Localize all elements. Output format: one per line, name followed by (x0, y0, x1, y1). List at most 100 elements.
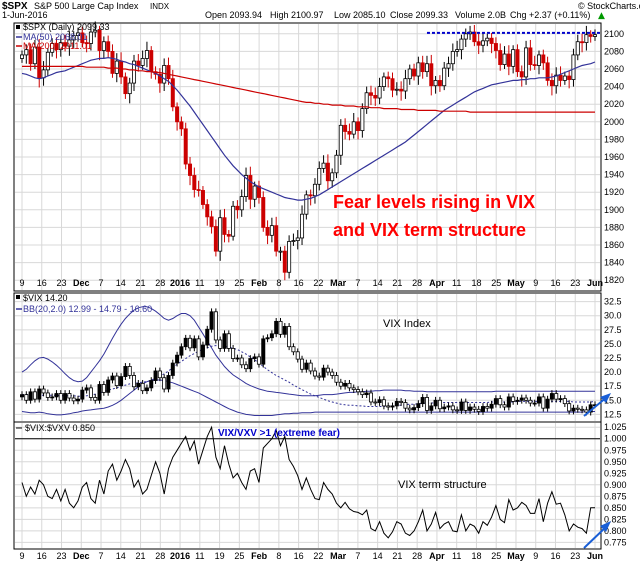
vix-candle (244, 364, 249, 370)
price-candle (127, 82, 132, 95)
price-candle (278, 250, 283, 253)
price-x-tick-label: 16 (550, 278, 560, 288)
vix-candle (123, 366, 128, 378)
price-candle (106, 41, 111, 52)
price-candle (41, 69, 46, 79)
vix-candle (37, 388, 42, 400)
annotation-vix-index: VIX Index (383, 318, 431, 330)
vix-candle (32, 391, 37, 400)
price-candle (403, 78, 408, 92)
price-candle (261, 197, 266, 228)
price-y-tick-label: 1840 (604, 258, 624, 268)
price-candle (37, 46, 42, 79)
price-y-tick-label: 1920 (604, 187, 624, 197)
price-candle (248, 175, 253, 200)
vix-y-tick-label: 12.5 (604, 409, 622, 419)
vix-y-tick-label: 32.5 (604, 297, 622, 307)
vix-candle (304, 362, 309, 370)
vix-candle (149, 380, 154, 389)
ratio-x-tick-label: 25 (234, 551, 244, 561)
price-y-tick-label: 1960 (604, 152, 624, 162)
vix-candle (584, 409, 589, 413)
price-candle (274, 225, 279, 252)
price-x-tick-label: 9 (533, 278, 538, 288)
vix-candle (110, 375, 115, 381)
vix-candle (188, 337, 193, 349)
ratio-x-tick-label: 28 (412, 551, 422, 561)
ratio-x-tick-label: Apr (429, 551, 445, 561)
price-candle (493, 43, 498, 51)
vix-candle (256, 356, 261, 365)
ratio-x-tick-label: 11 (452, 551, 461, 561)
header-high: High 2100.97 (270, 10, 324, 20)
ratio-x-tick-label: Dec (73, 551, 90, 561)
price-candle (515, 49, 520, 73)
price-candle (162, 65, 167, 84)
vix-candle (472, 406, 477, 410)
vix-candle (351, 387, 356, 390)
vix-candle (231, 348, 236, 359)
price-x-tick-label: 23 (570, 278, 580, 288)
vix-candle (532, 402, 537, 405)
vix-candle (429, 405, 434, 411)
price-legend-swatch (16, 25, 20, 29)
bb-upper-line (21, 306, 595, 397)
price-candle (424, 63, 429, 73)
vix-candle (485, 406, 490, 409)
price-x-tick-label: 14 (373, 278, 383, 288)
price-candle (338, 124, 343, 156)
price-candle (536, 54, 541, 66)
price-candle (218, 217, 223, 252)
vix-candle (567, 403, 572, 412)
price-candle (88, 31, 93, 44)
price-x-tick-label: 21 (136, 278, 146, 288)
price-candle (317, 168, 322, 185)
vix-candle (248, 358, 253, 370)
price-x-tick-label: 8 (276, 278, 281, 288)
vix-candle (416, 403, 421, 408)
vix-candle (373, 401, 378, 404)
vix-candle (498, 398, 503, 406)
vix-candle (265, 337, 270, 340)
vix-candle (403, 402, 408, 409)
price-x-tick-label: 16 (294, 278, 304, 288)
ma200-line (22, 65, 595, 113)
ratio-y-tick-label: 0.875 (604, 491, 627, 501)
vix-candle (274, 320, 279, 335)
vix-candle (192, 338, 197, 349)
vix-candle (330, 371, 335, 376)
vix-candle (80, 389, 85, 400)
price-candle (235, 205, 240, 211)
ratio-x-tick-label: 16 (294, 551, 304, 561)
price-candle (545, 62, 550, 81)
vix-candle (205, 328, 210, 346)
vix-legend-title: $VIX 14.20 (23, 293, 68, 303)
price-candle (554, 74, 559, 87)
price-candle (312, 183, 317, 197)
price-candle (416, 62, 421, 77)
vix-candle (580, 408, 585, 411)
price-candle (132, 60, 137, 84)
price-y-tick-label: 1980 (604, 134, 624, 144)
price-y-tick-label: 1900 (604, 205, 624, 215)
vix-candle (450, 405, 455, 411)
ma50-line (21, 56, 596, 201)
price-x-tick-label: 7 (99, 278, 104, 288)
price-candle (188, 163, 193, 176)
vix-y-tick-label: 22.5 (604, 353, 622, 363)
ratio-y-tick-label: 0.900 (604, 480, 627, 490)
price-candle (364, 92, 369, 110)
ratio-y-tick-label: 1.025 (604, 422, 627, 432)
price-x-tick-label: 9 (19, 278, 24, 288)
price-candle (330, 172, 335, 182)
vix-candle (157, 370, 162, 379)
price-candle (584, 34, 589, 44)
vix-candle (222, 333, 227, 349)
vix-candle (300, 358, 305, 370)
vix-candle (153, 370, 158, 381)
price-legend: $SPX (Daily) 2099.33 MA(50) 2068.01 MA(2… (16, 22, 110, 51)
grid-lines (15, 24, 600, 548)
annotation-term-structure: VIX term structure (398, 479, 487, 491)
price-candle (170, 78, 175, 108)
vix-candle (166, 375, 171, 390)
